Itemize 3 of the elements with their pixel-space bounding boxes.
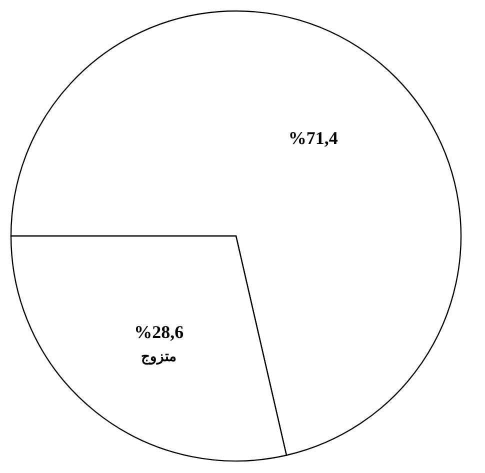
- data-label: %28,6: [134, 322, 184, 342]
- data-label: %71,4: [288, 128, 338, 148]
- slice-label: متزوج: [140, 350, 177, 365]
